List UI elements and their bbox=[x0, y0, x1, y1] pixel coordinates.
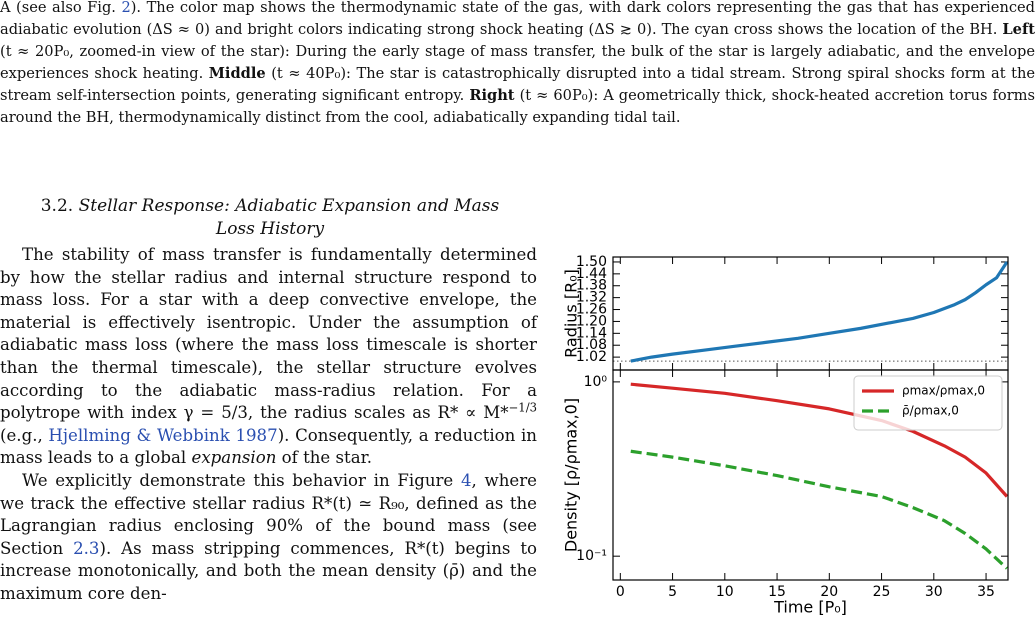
section-heading: 3.2. Stellar Response: Adiabatic Expansi… bbox=[20, 195, 520, 240]
legend-label: ρmax/ρmax,0 bbox=[902, 384, 985, 398]
link-text[interactable]: Hjellming & Webbink 1987 bbox=[48, 425, 278, 445]
x-tick-label: 10 bbox=[716, 584, 734, 600]
sup-text: −1/3 bbox=[508, 400, 537, 415]
body-text: The stability of mass transfer is fundam… bbox=[0, 244, 537, 606]
y-tick-label: 10⁰ bbox=[584, 374, 608, 390]
text: ). As mass stripping commences, R*(t) be… bbox=[0, 538, 537, 603]
y-tick-label: 1.44 bbox=[576, 266, 607, 282]
y-axis-label: Radius [R₀] bbox=[562, 269, 581, 358]
x-tick-label: 25 bbox=[873, 584, 891, 600]
section-number: 3.2. bbox=[40, 196, 74, 216]
y-tick-label: 1.08 bbox=[576, 337, 607, 353]
bold-text: Middle bbox=[208, 65, 266, 82]
text: (t ≈ 40P₀): The star is catastrophically… bbox=[0, 65, 1035, 104]
figure-caption: A (see also Fig. 2). The color map shows… bbox=[0, 0, 1035, 129]
x-tick-label: 30 bbox=[925, 584, 943, 600]
text: A (see also Fig. bbox=[0, 0, 122, 16]
y-tick-label: 1.26 bbox=[576, 302, 607, 318]
x-tick-label: 0 bbox=[616, 584, 625, 600]
x-tick-label: 5 bbox=[668, 584, 677, 600]
data-line bbox=[630, 449, 1009, 570]
link-text[interactable]: 2 bbox=[121, 0, 131, 16]
text: ). The color map shows the thermodynamic… bbox=[0, 0, 1035, 38]
y-tick-label: 1.38 bbox=[576, 278, 607, 294]
y-tick-label: 1.20 bbox=[576, 313, 607, 329]
text: The stability of mass transfer is fundam… bbox=[0, 245, 537, 423]
plot-frame bbox=[612, 369, 1009, 581]
section-title: Stellar Response: Adiabatic Expansion an… bbox=[78, 196, 500, 239]
link-text[interactable]: 4 bbox=[460, 470, 472, 490]
text: ). Consequently, a reduction in mass lea… bbox=[0, 425, 537, 468]
y-tick-label: 1.14 bbox=[576, 325, 607, 341]
text: of the star. bbox=[276, 448, 372, 468]
y-tick-label: 1.50 bbox=[576, 254, 607, 270]
x-axis-label: Time [P₀] bbox=[773, 598, 847, 617]
text: (t ≈ 60P₀): A geometrically thick, shock… bbox=[0, 87, 1035, 126]
text: We explicitly demonstrate this behavior … bbox=[22, 470, 461, 490]
legend-label: ρ̄/ρmax,0 bbox=[902, 404, 959, 418]
text: , where we track the effective stellar r… bbox=[0, 470, 538, 558]
x-tick-label: 20 bbox=[820, 584, 838, 600]
y-axis-label: Density [ρ/ρmax,0] bbox=[562, 398, 581, 552]
x-tick-label: 35 bbox=[977, 584, 995, 600]
paragraph: The stability of mass transfer is fundam… bbox=[0, 244, 537, 470]
text: (t ≈ 20P₀, zoomed-in view of the star): … bbox=[0, 43, 1035, 82]
x-tick-label: 15 bbox=[768, 584, 786, 600]
data-line bbox=[630, 261, 1009, 363]
y-tick-label: 10⁻¹ bbox=[576, 548, 607, 564]
bold-text: Left bbox=[1002, 21, 1035, 38]
bold-text: Right bbox=[469, 87, 515, 104]
link-text[interactable]: 2.3 bbox=[73, 538, 100, 558]
y-tick-label: 1.02 bbox=[576, 349, 607, 365]
text: (e.g., bbox=[0, 425, 49, 445]
y-tick-label: 1.32 bbox=[576, 290, 607, 306]
italic-text: expansion bbox=[191, 448, 277, 468]
paragraph: We explicitly demonstrate this behavior … bbox=[0, 470, 537, 606]
